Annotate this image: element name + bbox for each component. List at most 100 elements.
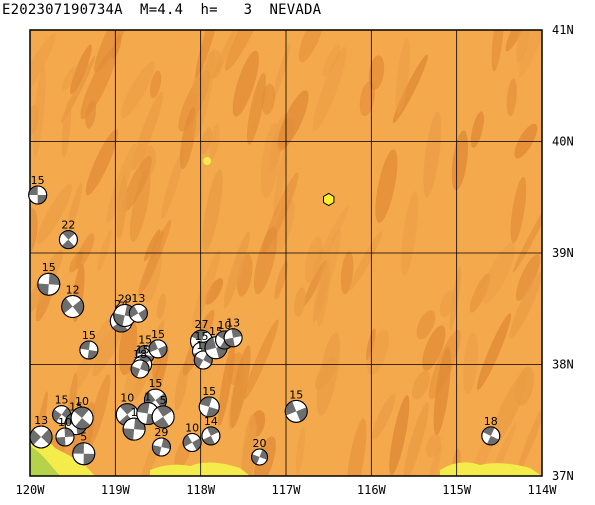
beachball-quadrant bbox=[136, 402, 150, 414]
beachball-quadrant bbox=[192, 438, 202, 451]
mechanism-depth-label: 15 bbox=[151, 328, 165, 341]
terrain-patch bbox=[389, 395, 410, 476]
longitude-tick-label: 116W bbox=[357, 483, 387, 497]
latitude-tick-label: 38N bbox=[552, 358, 574, 372]
terrain-patch bbox=[340, 251, 354, 295]
focal-mechanism[interactable]: 10 bbox=[115, 392, 139, 427]
focal-mechanism[interactable]: 10 bbox=[70, 395, 94, 430]
beachball-quadrant bbox=[231, 328, 242, 338]
beachball-quadrant bbox=[129, 305, 139, 318]
beachball-quadrant bbox=[64, 427, 74, 437]
mechanism-depth-label: 15 bbox=[195, 330, 209, 343]
mechanism-depth-label: 13 bbox=[34, 414, 48, 427]
beachball-outline bbox=[37, 272, 61, 296]
beachball-quadrant bbox=[155, 393, 167, 409]
focal-mechanism[interactable]: 15 bbox=[28, 174, 48, 205]
beachball-outline bbox=[151, 437, 171, 457]
terrain-patch bbox=[423, 111, 442, 198]
focal-mechanism[interactable]: 13 bbox=[223, 317, 243, 348]
epicenter-hexagon[interactable] bbox=[323, 192, 335, 207]
terrain-patch bbox=[273, 146, 287, 217]
latitude-tick-labels: 41N 40N 39N 38N 37N bbox=[552, 23, 574, 483]
focal-mechanism[interactable]: 5 bbox=[151, 394, 175, 429]
focal-mechanism[interactable]: 14 bbox=[201, 415, 221, 446]
focal-mechanism[interactable]: 15 bbox=[198, 385, 220, 418]
terrain-patch bbox=[451, 130, 469, 191]
terrain-patch bbox=[490, 373, 527, 446]
beachball-quadrant bbox=[79, 341, 91, 351]
beachball-quadrant bbox=[72, 442, 84, 454]
focal-mechanism[interactable]: 1 bbox=[122, 406, 146, 441]
terrain-patch bbox=[129, 169, 151, 242]
focal-mechanism[interactable]: 13 bbox=[29, 414, 53, 449]
mechanism-depth-label: 10 bbox=[58, 416, 72, 429]
beachball-outline bbox=[251, 448, 269, 466]
focal-mechanism[interactable]: 10 bbox=[182, 422, 202, 453]
focal-mechanism[interactable]: 15 bbox=[284, 388, 308, 423]
longitude-tick-label: 117W bbox=[272, 483, 302, 497]
terrain-patch bbox=[509, 272, 542, 339]
beachball-quadrant bbox=[83, 453, 95, 465]
focal-mechanism[interactable]: 18 bbox=[130, 348, 150, 379]
mechanism-depth-label: 15 bbox=[202, 385, 216, 398]
mechanism-depth-label: 22 bbox=[61, 219, 75, 232]
mechanism-depth-label: 20 bbox=[253, 437, 267, 450]
beachball-quadrant bbox=[134, 418, 146, 431]
focal-mechanism[interactable]: 15 bbox=[79, 329, 99, 360]
terrain-patch bbox=[223, 231, 250, 309]
terrain-patch bbox=[205, 277, 224, 305]
terrain-patch bbox=[491, 30, 504, 72]
focal-mechanism[interactable]: 12 bbox=[61, 284, 85, 319]
lowland-green-area bbox=[30, 446, 60, 476]
map-title: E202307190734A M=4.4 h= 3 NEVADA bbox=[2, 2, 322, 18]
beachball-outline bbox=[29, 425, 53, 449]
beachball-outline bbox=[151, 405, 175, 429]
focal-mechanism[interactable]: 22 bbox=[58, 219, 78, 250]
terrain-patch bbox=[312, 204, 350, 274]
terrain-patch bbox=[294, 287, 306, 317]
focal-mechanism[interactable]: 20 bbox=[251, 437, 269, 466]
terrain-patch bbox=[262, 172, 299, 254]
terrain-patch bbox=[422, 325, 446, 371]
terrain-patch bbox=[161, 148, 185, 220]
mechanism-depth-label: 18 bbox=[484, 415, 498, 428]
terrain-patch bbox=[314, 229, 342, 311]
terrain-patch bbox=[368, 55, 385, 90]
focal-mechanism[interactable]: 15 bbox=[148, 328, 168, 359]
terrain-patch bbox=[470, 111, 484, 148]
terrain-patch bbox=[32, 65, 46, 158]
focal-mechanism[interactable]: 13 bbox=[128, 292, 148, 323]
terrain-patch bbox=[298, 30, 324, 63]
terrain-patch bbox=[246, 72, 266, 145]
focal-mechanism[interactable]: 15 bbox=[52, 394, 72, 425]
mechanism-depth-label: 10 bbox=[218, 319, 232, 332]
focal-mechanism[interactable]: 15 bbox=[37, 261, 61, 296]
terrain-patch bbox=[506, 78, 517, 117]
longitude-tick-label: 118W bbox=[186, 483, 216, 497]
mechanism-depth-label: 13 bbox=[226, 317, 240, 330]
beachball-outline bbox=[182, 433, 202, 453]
focal-mechanism[interactable]: 29 bbox=[151, 426, 171, 457]
beachball-quadrant bbox=[48, 273, 60, 285]
focal-mechanism[interactable]: 18 bbox=[481, 415, 501, 446]
terrain-patch bbox=[303, 260, 327, 306]
terrain-patch bbox=[322, 44, 341, 77]
longitude-tick-labels: 120W 119W 118W 117W 116W 115W 114W bbox=[16, 483, 558, 497]
terrain-patch bbox=[116, 175, 128, 240]
beachball-quadrant bbox=[37, 283, 49, 296]
beachball-quadrant bbox=[113, 313, 125, 327]
beachball-quadrant bbox=[112, 321, 128, 333]
beachball-quadrant bbox=[482, 426, 495, 436]
longitude-tick-label: 119W bbox=[101, 483, 131, 497]
focal-mechanism[interactable]: 5 bbox=[72, 431, 96, 466]
beachball-quadrant bbox=[123, 428, 135, 441]
beachball-quadrant bbox=[161, 438, 171, 450]
focal-mechanism[interactable]: 10 bbox=[55, 416, 75, 447]
terrain-patch bbox=[191, 249, 221, 328]
terrain-patch bbox=[200, 127, 212, 154]
longitude-tick-label: 115W bbox=[442, 483, 472, 497]
mechanism-depth-label: 15 bbox=[148, 377, 162, 390]
lat-lon-grid bbox=[30, 30, 542, 476]
terrain-patch bbox=[195, 30, 222, 78]
